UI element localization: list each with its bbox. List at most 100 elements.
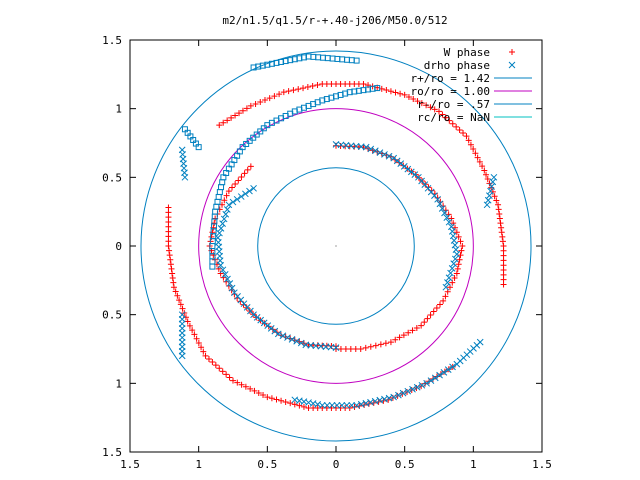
- w-phase-point: [439, 111, 446, 118]
- w-phase-point: [479, 163, 486, 170]
- w-phase-point: [442, 293, 449, 300]
- drho-phase-point: [445, 218, 453, 226]
- drho-phase-point: [484, 196, 492, 204]
- drho-phase-point: [453, 250, 461, 258]
- drho-phase-point: [411, 171, 419, 178]
- drho-phase-point: [453, 360, 461, 368]
- w-phase-point: [433, 304, 440, 311]
- data-points: [165, 53, 507, 412]
- drho-phase-point: [233, 195, 241, 203]
- drho-phase-point: [490, 173, 498, 181]
- drho-phase-point: [220, 215, 228, 223]
- w-phase-point: [496, 215, 503, 222]
- drho-phase-point: [250, 184, 257, 192]
- drho-phase-point: [443, 214, 451, 221]
- drho-square-point: [213, 203, 220, 210]
- w-phase-point: [200, 348, 207, 355]
- drho-phase-point: [302, 341, 310, 349]
- w-phase-point: [372, 342, 379, 349]
- w-phase-point: [459, 243, 466, 249]
- w-phase-point: [241, 170, 248, 177]
- w-phase-point: [483, 171, 490, 178]
- w-phase-point: [436, 108, 442, 115]
- w-phase-point: [396, 334, 403, 341]
- w-phase-point: [268, 395, 275, 402]
- w-phase-point: [247, 102, 254, 109]
- w-phase-point: [239, 107, 246, 114]
- w-phase-point: [177, 301, 184, 308]
- w-phase-point: [457, 252, 464, 259]
- drho-phase-point: [267, 325, 275, 332]
- drho-phase-point: [440, 368, 448, 376]
- w-phase-point: [474, 154, 481, 161]
- drho-phase-point: [223, 206, 231, 213]
- drho-square-point: [324, 55, 331, 62]
- w-phase-point: [168, 265, 175, 272]
- w-phase-point: [209, 359, 216, 366]
- drho-phase-point: [323, 401, 331, 409]
- w-phase-point: [291, 401, 298, 408]
- w-phase-point: [463, 133, 470, 140]
- w-phase-point: [309, 83, 316, 90]
- drho-square-point: [319, 54, 326, 61]
- w-phase-point: [285, 88, 292, 95]
- drho-square-point: [212, 208, 219, 215]
- drho-phase-point: [376, 149, 384, 156]
- w-phase-point: [225, 188, 232, 195]
- w-phase-point: [427, 104, 434, 111]
- drho-phase-point: [400, 162, 408, 170]
- w-phase-point: [456, 126, 463, 133]
- drho-square-point: [218, 184, 225, 191]
- w-phase-point: [234, 379, 241, 386]
- w-phase-point: [453, 229, 460, 236]
- w-phase-point: [495, 206, 502, 213]
- y-tick-label: 1.5: [102, 446, 122, 459]
- origin-marker: [335, 245, 337, 247]
- w-phase-point: [460, 130, 467, 137]
- w-phase-point: [300, 403, 307, 410]
- w-phase-point: [472, 150, 479, 157]
- w-phase-point: [176, 297, 183, 304]
- drho-square-point: [215, 193, 222, 200]
- x-tick-label: 0.5: [257, 458, 277, 471]
- drho-phase-point: [489, 178, 497, 186]
- w-phase-point: [360, 80, 367, 87]
- w-phase-point: [193, 335, 200, 342]
- w-phase-point: [304, 84, 311, 91]
- axis-ticks: 1.5 1 0.5 0 0.5 1 1.51.510.500.511.5: [102, 34, 552, 471]
- drho-phase-point: [399, 389, 407, 397]
- w-phase-point: [476, 158, 483, 165]
- drho-phase-point: [288, 336, 296, 343]
- w-phase-point: [305, 405, 312, 412]
- w-phase-point: [261, 97, 268, 104]
- w-phase-point: [493, 197, 500, 204]
- drho-phase-point: [217, 224, 225, 232]
- drho-phase-point: [381, 151, 388, 158]
- drho-phase-point: [486, 192, 493, 199]
- w-phase-point: [290, 87, 297, 94]
- w-phase-point: [436, 301, 443, 308]
- w-phase-point: [172, 288, 179, 295]
- drho-phase-point: [333, 401, 341, 409]
- drho-phase-point: [297, 339, 305, 347]
- w-phase-point: [278, 397, 285, 404]
- drho-square-point: [216, 189, 223, 196]
- w-phase-point: [401, 91, 408, 98]
- w-phase-point: [252, 100, 259, 107]
- w-phase-point: [276, 91, 283, 98]
- drho-phase-point: [404, 387, 412, 395]
- w-phase-point: [231, 291, 238, 298]
- w-phase-point: [451, 275, 458, 282]
- drho-phase-point: [385, 152, 393, 160]
- w-phase-point: [455, 233, 462, 240]
- drho-phase-point: [451, 255, 459, 263]
- w-phase-point: [170, 284, 177, 291]
- drho-phase-point: [397, 160, 405, 167]
- drho-phase-point: [271, 327, 279, 335]
- w-phase-point: [434, 194, 441, 201]
- w-phase-point: [449, 279, 456, 286]
- w-phase-point: [499, 238, 506, 245]
- drho-square-point: [209, 263, 216, 270]
- drho-phase-point: [178, 352, 186, 360]
